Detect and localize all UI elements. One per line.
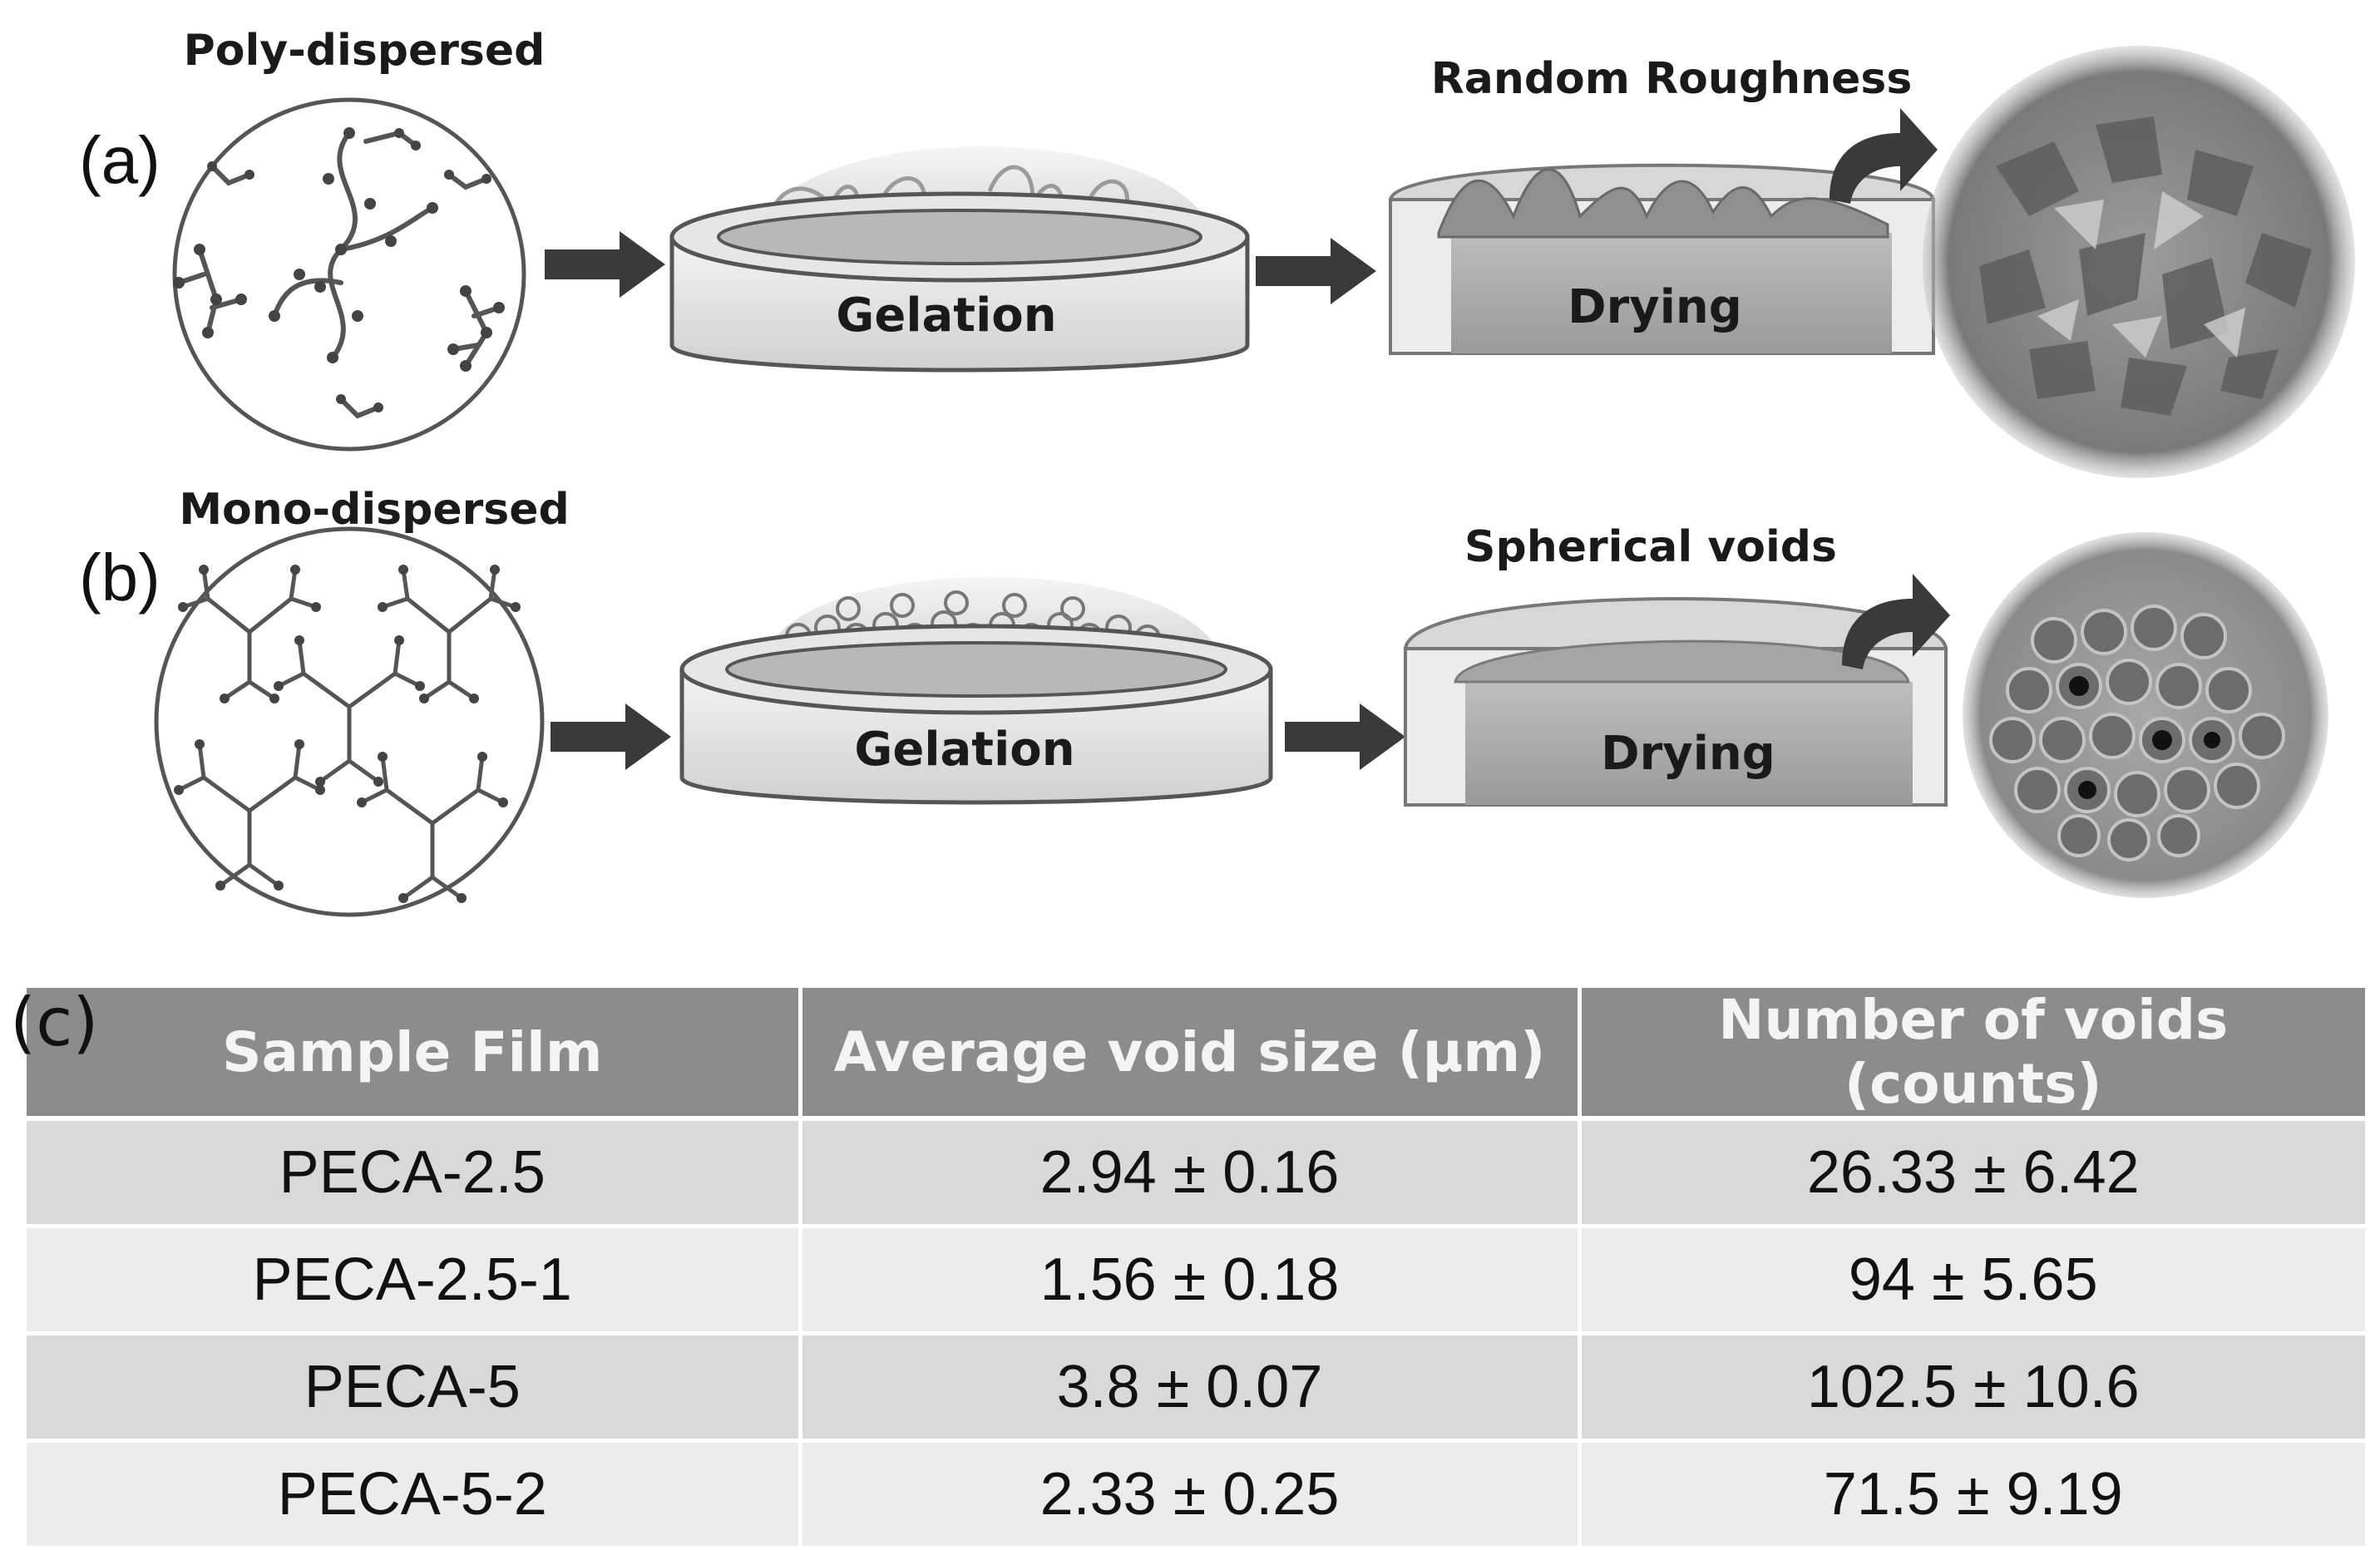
rough-surface [1437,168,1889,239]
arrow-right-icon [545,231,665,298]
mono-dispersed-label: Mono-dispersed [179,485,569,535]
void-count-cell: 26.33 ± 6.42 [1579,1118,2365,1228]
sample-film-cell: PECA-5 [27,1333,802,1443]
sample-film-cell: PECA-2.5-1 [27,1226,802,1335]
random-roughness-label: Random Roughness [1431,54,1913,104]
sample-film-cell: PECA-5-2 [27,1440,802,1550]
arrow-right-icon [1285,703,1405,770]
header-sample-film: Sample Film [27,988,802,1121]
gelation-label-b: Gelation [854,723,1074,777]
arrow-right-icon [551,703,671,770]
polymer-chains [176,130,501,419]
sem-image-voids [1963,532,2328,898]
panel-b-letter: (b) [79,541,160,615]
void-count-cell: 94 ± 5.65 [1579,1226,2365,1335]
void-size-cell: 1.56 ± 0.18 [800,1226,1582,1335]
panel-a-letter: (a) [79,123,160,197]
void-size-cell: 3.8 ± 0.07 [800,1333,1582,1443]
drying-box [1388,108,1938,355]
void-count-cell: 71.5 ± 9.19 [1579,1440,2365,1550]
curved-arrow-icon [1829,108,1938,204]
void-size-cell: 2.94 ± 0.16 [800,1118,1582,1228]
void-count-cell: 102.5 ± 10.6 [1579,1333,2365,1443]
spherical-voids-label: Spherical voids [1464,522,1837,572]
drying-label-b: Drying [1601,727,1775,781]
table-row: PECA-2.5-1 1.56 ± 0.18 94 ± 5.65 [27,1226,2365,1335]
table-row: PECA-5 3.8 ± 0.07 102.5 ± 10.6 [27,1333,2365,1443]
void-size-cell: 2.33 ± 0.25 [800,1440,1582,1550]
void-data-table: Sample Film Average void size (μm) Numbe… [27,988,2365,1550]
gelation-disc [679,576,1273,805]
arrow-right-icon [1256,238,1376,304]
curved-arrow-icon [1842,574,1950,669]
smooth-surface [1454,639,1910,684]
chain-beads [173,127,505,412]
table-row: PECA-5-2 2.33 ± 0.25 71.5 ± 9.19 [27,1440,2365,1550]
poly-dispersed-label: Poly-dispersed [184,26,546,76]
header-number-of-voids: Number of voids (counts) [1579,988,2365,1121]
dendrimer-clusters [177,569,516,901]
table-row: PECA-2.5 2.94 ± 0.16 26.33 ± 6.42 [27,1118,2365,1228]
gelation-disc [669,146,1250,373]
poly-dispersed-circle [172,97,526,452]
panel-a: (a) Poly-dispersed Random Roughness Gela… [79,26,2355,478]
table-header-row: Sample Film Average void size (μm) Numbe… [27,988,2365,1121]
panel-c-letter: (c) [10,984,99,1061]
sample-film-cell: PECA-2.5 [27,1118,802,1228]
gelation-label-a: Gelation [836,289,1056,343]
sem-image-rough [1923,46,2355,478]
drying-label-a: Drying [1568,280,1742,334]
panel-b: (b) Mono-dispersed Spherical voids Gelat… [79,485,2328,917]
mono-dispersed-circle [154,526,545,917]
drying-box [1403,574,1950,807]
header-average-void-size: Average void size (μm) [800,988,1582,1121]
